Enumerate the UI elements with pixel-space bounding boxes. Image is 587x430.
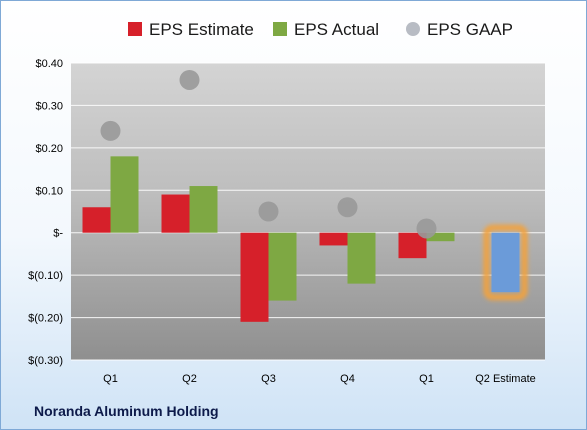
eps-estimate-bar bbox=[319, 232, 348, 246]
y-tick-label: $0.10 bbox=[35, 185, 63, 197]
x-tick-label: Q1 bbox=[419, 373, 434, 385]
eps-actual-bar bbox=[268, 232, 297, 301]
forecast-bar bbox=[491, 232, 520, 293]
y-tick-label: $0.30 bbox=[35, 100, 63, 112]
eps-actual-bar bbox=[189, 186, 218, 233]
eps-gaap-marker bbox=[337, 197, 358, 218]
data-marks bbox=[82, 69, 528, 322]
eps-gaap-marker bbox=[179, 69, 200, 90]
x-tick-label: Q2 bbox=[182, 373, 197, 385]
y-axis-ticks: $0.40 $0.30 $0.20 $0.10 $- $(0.10) $(0.20) $(0.… bbox=[28, 58, 63, 367]
legend-swatch bbox=[128, 22, 142, 36]
legend-swatch bbox=[406, 22, 420, 36]
x-tick-label: Q1 bbox=[103, 373, 118, 385]
x-tick-label: Q2 Estimate bbox=[475, 373, 536, 385]
y-tick-label: $(0.20) bbox=[28, 313, 63, 325]
x-tick-label: Q3 bbox=[261, 373, 276, 385]
eps-actual-bar bbox=[347, 232, 376, 284]
x-tick-label: Q4 bbox=[340, 373, 355, 385]
legend: EPS Estimate EPS Actual EPS GAAP bbox=[128, 20, 513, 39]
eps-estimate-bar bbox=[240, 232, 269, 322]
legend-label: EPS Estimate bbox=[149, 20, 254, 39]
gridlines bbox=[71, 62, 545, 361]
plot-area bbox=[71, 63, 545, 360]
y-tick-label: $0.40 bbox=[35, 58, 63, 70]
legend-swatch bbox=[273, 22, 287, 36]
legend-label: EPS Actual bbox=[294, 20, 379, 39]
eps-actual-bar bbox=[426, 232, 455, 242]
y-tick-label: $(0.30) bbox=[28, 355, 63, 367]
legend-label: EPS GAAP bbox=[427, 20, 513, 39]
eps-estimate-bar bbox=[161, 194, 190, 233]
eps-gaap-marker bbox=[100, 120, 121, 141]
y-tick-label: $- bbox=[53, 228, 63, 240]
eps-estimate-bar bbox=[82, 207, 111, 233]
y-tick-label: $(0.10) bbox=[28, 270, 63, 282]
forecast-glow bbox=[483, 224, 528, 301]
company-name: Noranda Aluminum Holding bbox=[34, 403, 219, 419]
eps-actual-bar bbox=[110, 156, 139, 233]
eps-gaap-marker bbox=[416, 218, 437, 239]
eps-gaap-marker bbox=[258, 201, 279, 222]
y-tick-label: $0.20 bbox=[35, 143, 63, 155]
x-axis-ticks: Q1 Q2 Q3 Q4 Q1 Q2 Estimate bbox=[103, 373, 536, 385]
